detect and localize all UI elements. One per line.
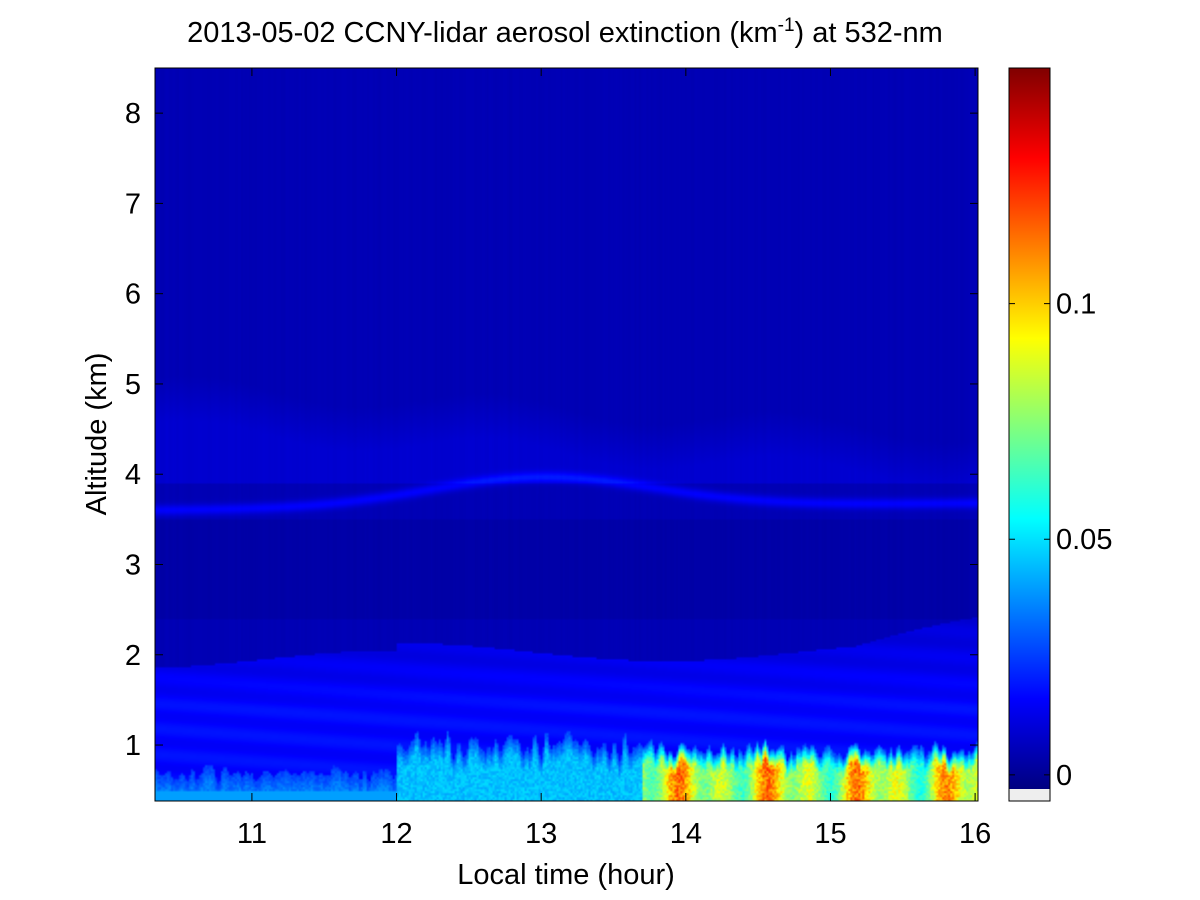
plot-area (154, 67, 979, 802)
extinction-heatmap (155, 68, 978, 801)
y-tick-label: 3 (125, 549, 141, 581)
y-tick-label: 5 (125, 369, 141, 401)
colorbar-frame (1008, 67, 1051, 802)
colorbar-ticks: 0 0.05 0.1 (1009, 289, 1112, 792)
x-tick-label: 12 (380, 818, 412, 850)
x-tick-label: 14 (670, 818, 702, 850)
colorbar-gradient (1009, 68, 1050, 789)
x-tick-label: 11 (237, 818, 267, 850)
chart-title: 2013-05-02 CCNY-lidar aerosol extinction… (187, 15, 943, 49)
y-tick-label: 7 (125, 188, 141, 220)
y-axis-ticks: 1 2 3 4 5 6 7 8 (125, 98, 978, 762)
colorbar-tick-label: 0.05 (1056, 524, 1112, 556)
x-tick-label: 13 (525, 818, 557, 850)
y-tick-label: 4 (125, 459, 141, 491)
colorbar-tick-label: 0 (1056, 760, 1072, 792)
y-tick-label: 6 (125, 279, 141, 311)
colorbar: 0 0.05 0.1 (1008, 67, 1112, 802)
colorbar-tick-label: 0.1 (1056, 289, 1096, 321)
plot-frame (154, 67, 979, 802)
x-axis-label: Local time (hour) (457, 859, 675, 891)
y-tick-label: 2 (125, 640, 141, 672)
x-tick-label: 16 (959, 818, 991, 850)
x-tick-label: 15 (814, 818, 846, 850)
colorbar-nan-swatch (1009, 789, 1050, 801)
y-tick-label: 8 (125, 98, 141, 130)
y-tick-label: 1 (125, 730, 141, 762)
x-axis-ticks: 11 12 13 14 15 16 (237, 68, 991, 850)
y-axis-label: Altitude (km) (81, 353, 113, 516)
